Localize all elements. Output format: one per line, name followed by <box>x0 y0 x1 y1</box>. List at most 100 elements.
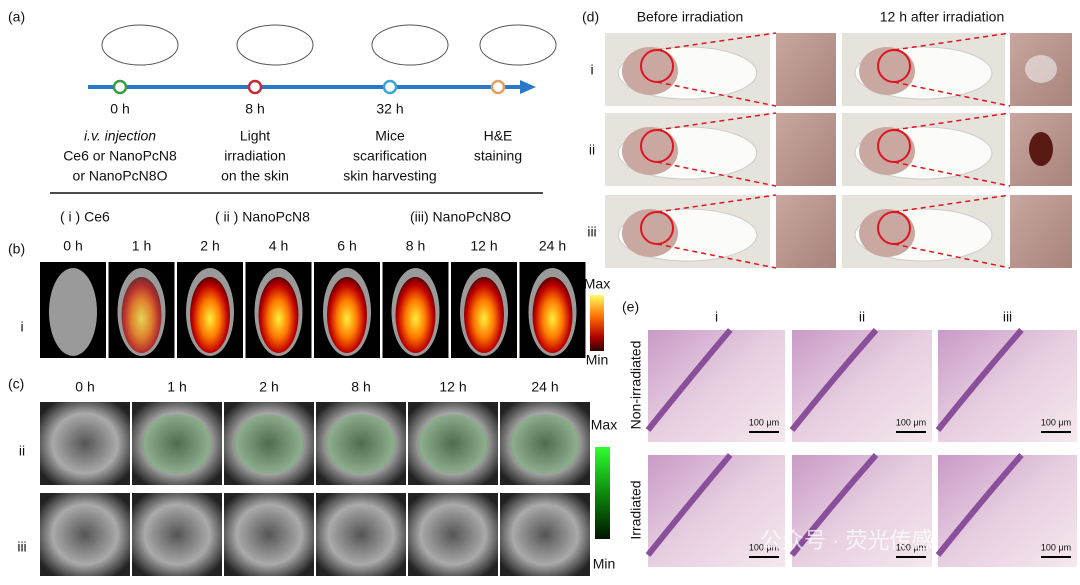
epidermis <box>935 453 1024 557</box>
shaved-skin <box>859 209 915 257</box>
zoom-line <box>656 243 777 269</box>
heat-signal <box>464 277 504 353</box>
heat-signal <box>395 277 436 353</box>
column-label: i <box>715 309 718 325</box>
circle-marker <box>490 79 506 95</box>
ocular-image <box>316 493 406 576</box>
ocular-image <box>408 493 498 576</box>
mouse-icon <box>236 24 314 66</box>
group-label: ( i ) Ce6 <box>60 209 110 225</box>
zoom-line <box>656 112 777 131</box>
zoom-line <box>893 32 1011 51</box>
row-label: i <box>20 319 23 335</box>
epidermis <box>645 328 733 432</box>
panel-label: (d) <box>582 9 599 25</box>
panel-label: (b) <box>8 241 25 257</box>
mouse-icon <box>371 24 449 66</box>
zoom-photo <box>1010 195 1072 268</box>
green-signal <box>510 414 580 474</box>
scale-bar-label: 100 μm <box>1041 417 1071 427</box>
time-label: 24 h <box>539 238 566 254</box>
epidermis <box>645 453 733 557</box>
shaved-skin <box>859 47 915 95</box>
green-signal <box>142 414 212 474</box>
heat-signal <box>190 277 230 353</box>
colorbar <box>595 447 610 539</box>
time-label: 12 h <box>439 379 466 395</box>
group-label: ( ii ) NanoPcN8 <box>215 209 310 225</box>
scale-bar-label: 100 μm <box>896 542 926 552</box>
ocular-image <box>224 493 314 576</box>
ocular-image <box>224 402 314 485</box>
scale-bar-label: 100 μm <box>749 417 779 427</box>
circle-marker <box>112 79 128 95</box>
step-text: on the skin <box>221 168 289 184</box>
row-label: iii <box>587 224 596 240</box>
zoom-photo <box>776 113 836 186</box>
step-text: i.v. injection <box>84 128 156 144</box>
time-label: 24 h <box>531 379 558 395</box>
time-label: 2 h <box>200 238 219 254</box>
colorbar-max: Max <box>591 417 617 433</box>
scale-bar-label: 100 μm <box>896 417 926 427</box>
column-label: ii <box>859 309 865 325</box>
epidermis <box>935 328 1024 432</box>
green-signal <box>326 414 396 474</box>
watermark: 公众号 · 荧光传感 <box>760 528 934 553</box>
shaved-skin <box>859 127 915 175</box>
row-label: i <box>590 62 593 78</box>
step-text: Ce6 or NanoPcN8 <box>63 148 177 164</box>
step-text: or NanoPcN8O <box>73 168 168 184</box>
step-text: Light <box>240 128 270 144</box>
colorbar-min: Min <box>586 352 609 368</box>
ocular-image <box>500 493 590 576</box>
panel-label: (a) <box>8 9 25 25</box>
ocular-image <box>316 402 406 485</box>
step-text: skin harvesting <box>343 168 436 184</box>
time-label: 1 h <box>132 238 151 254</box>
circle-marker <box>247 79 263 95</box>
scale-bar-label: 100 μm <box>749 542 779 552</box>
time-label: 1 h <box>167 379 186 395</box>
heat-signal <box>327 277 367 353</box>
zoom-photo <box>776 33 836 106</box>
time-label: 8 h <box>406 238 425 254</box>
column-header: Before irradiation <box>637 9 744 25</box>
ocular-image <box>132 402 222 485</box>
content: (a) 0 h i.v. injection Ce6 or NanoPcN8 or Na… <box>8 9 1077 576</box>
circle-marker <box>382 79 398 95</box>
row-label: Irradiated <box>628 480 644 539</box>
time-label: 12 h <box>470 238 497 254</box>
shaved-skin <box>622 209 678 257</box>
epidermis <box>789 328 879 432</box>
time-label: 6 h <box>337 238 356 254</box>
heat-signal <box>532 277 573 353</box>
time-label: 4 h <box>269 238 288 254</box>
zoom-line <box>893 243 1011 269</box>
colorbar <box>590 295 604 351</box>
time-label: 8 h <box>245 101 264 117</box>
panel-label: (c) <box>8 376 24 392</box>
column-label: iii <box>1003 309 1012 325</box>
time-label: 8 h <box>351 379 370 395</box>
mouse-silhouette <box>49 268 97 356</box>
row-label: ii <box>19 443 25 459</box>
row-label: iii <box>17 539 26 555</box>
zoom-line <box>893 81 1011 107</box>
lesion <box>1025 55 1057 83</box>
ocular-image <box>500 402 590 485</box>
zoom-line <box>893 194 1011 213</box>
time-label: 0 h <box>63 238 82 254</box>
step-text: staining <box>474 148 522 164</box>
heat-signal <box>258 277 299 353</box>
time-label: 32 h <box>376 101 403 117</box>
time-label: 2 h <box>259 379 278 395</box>
panel-label: (e) <box>622 299 639 315</box>
mouse-icon <box>479 24 557 66</box>
epidermis <box>789 453 879 557</box>
zoom-line <box>893 161 1011 187</box>
shaved-skin <box>622 47 678 95</box>
heat-signal <box>121 277 162 353</box>
green-signal <box>418 414 488 474</box>
